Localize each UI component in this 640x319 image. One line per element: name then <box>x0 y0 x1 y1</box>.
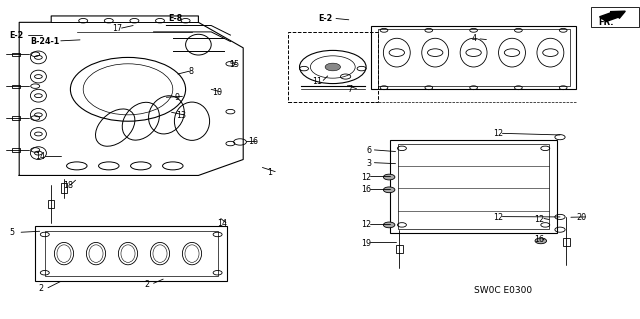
Bar <box>390 140 557 233</box>
Circle shape <box>535 238 547 244</box>
Bar <box>12 85 20 88</box>
Text: 12: 12 <box>493 213 503 222</box>
Bar <box>12 116 20 120</box>
Circle shape <box>130 19 139 23</box>
Text: SW0C E0300: SW0C E0300 <box>474 286 532 295</box>
Circle shape <box>35 56 42 59</box>
Circle shape <box>156 19 164 23</box>
Text: 12: 12 <box>534 215 545 224</box>
Text: 6: 6 <box>367 146 372 155</box>
Bar <box>371 26 576 89</box>
Text: 8: 8 <box>189 67 194 76</box>
Text: 13: 13 <box>176 111 186 120</box>
Bar <box>45 231 218 276</box>
Text: 14: 14 <box>35 152 45 161</box>
Bar <box>49 200 54 208</box>
Circle shape <box>181 19 190 23</box>
Text: 9: 9 <box>175 93 180 102</box>
Text: 14: 14 <box>218 219 228 228</box>
Bar <box>288 32 378 102</box>
Text: 10: 10 <box>212 88 223 97</box>
Bar <box>61 183 67 193</box>
Circle shape <box>35 151 42 155</box>
Text: 12: 12 <box>362 173 372 182</box>
Bar <box>591 7 639 27</box>
Text: 1: 1 <box>268 168 273 177</box>
Text: 12: 12 <box>362 220 372 229</box>
Circle shape <box>383 187 395 193</box>
Bar <box>398 144 549 229</box>
Bar <box>35 226 227 281</box>
Text: 4: 4 <box>472 34 477 43</box>
Text: E-2: E-2 <box>10 31 24 40</box>
Bar <box>12 148 20 152</box>
Text: 11: 11 <box>312 77 322 86</box>
Circle shape <box>383 174 395 180</box>
Text: 16: 16 <box>248 137 259 146</box>
Bar <box>378 29 570 86</box>
Text: 2: 2 <box>144 280 149 289</box>
Text: B-24-1: B-24-1 <box>31 37 60 46</box>
Circle shape <box>325 63 340 71</box>
Text: 5: 5 <box>10 228 15 237</box>
FancyArrow shape <box>600 11 625 21</box>
Circle shape <box>104 19 113 23</box>
Circle shape <box>35 113 42 117</box>
Bar <box>12 53 20 56</box>
Bar <box>563 239 570 247</box>
Circle shape <box>35 75 42 78</box>
Text: FR.: FR. <box>598 18 614 26</box>
Text: 7: 7 <box>348 85 353 94</box>
Circle shape <box>383 222 395 228</box>
Circle shape <box>79 19 88 23</box>
Text: E-8: E-8 <box>168 14 182 23</box>
Text: 18: 18 <box>63 181 73 190</box>
Text: 20: 20 <box>576 213 586 222</box>
Circle shape <box>35 132 42 136</box>
Text: 16: 16 <box>362 185 372 194</box>
Text: 2: 2 <box>38 284 44 293</box>
Bar <box>396 245 403 253</box>
Text: 3: 3 <box>367 159 372 168</box>
Text: 17: 17 <box>112 24 122 33</box>
Text: 12: 12 <box>493 130 503 138</box>
Circle shape <box>35 94 42 98</box>
Text: 19: 19 <box>362 239 372 248</box>
Text: 15: 15 <box>229 60 239 69</box>
Text: E-2: E-2 <box>318 14 332 23</box>
Text: 16: 16 <box>534 235 545 244</box>
